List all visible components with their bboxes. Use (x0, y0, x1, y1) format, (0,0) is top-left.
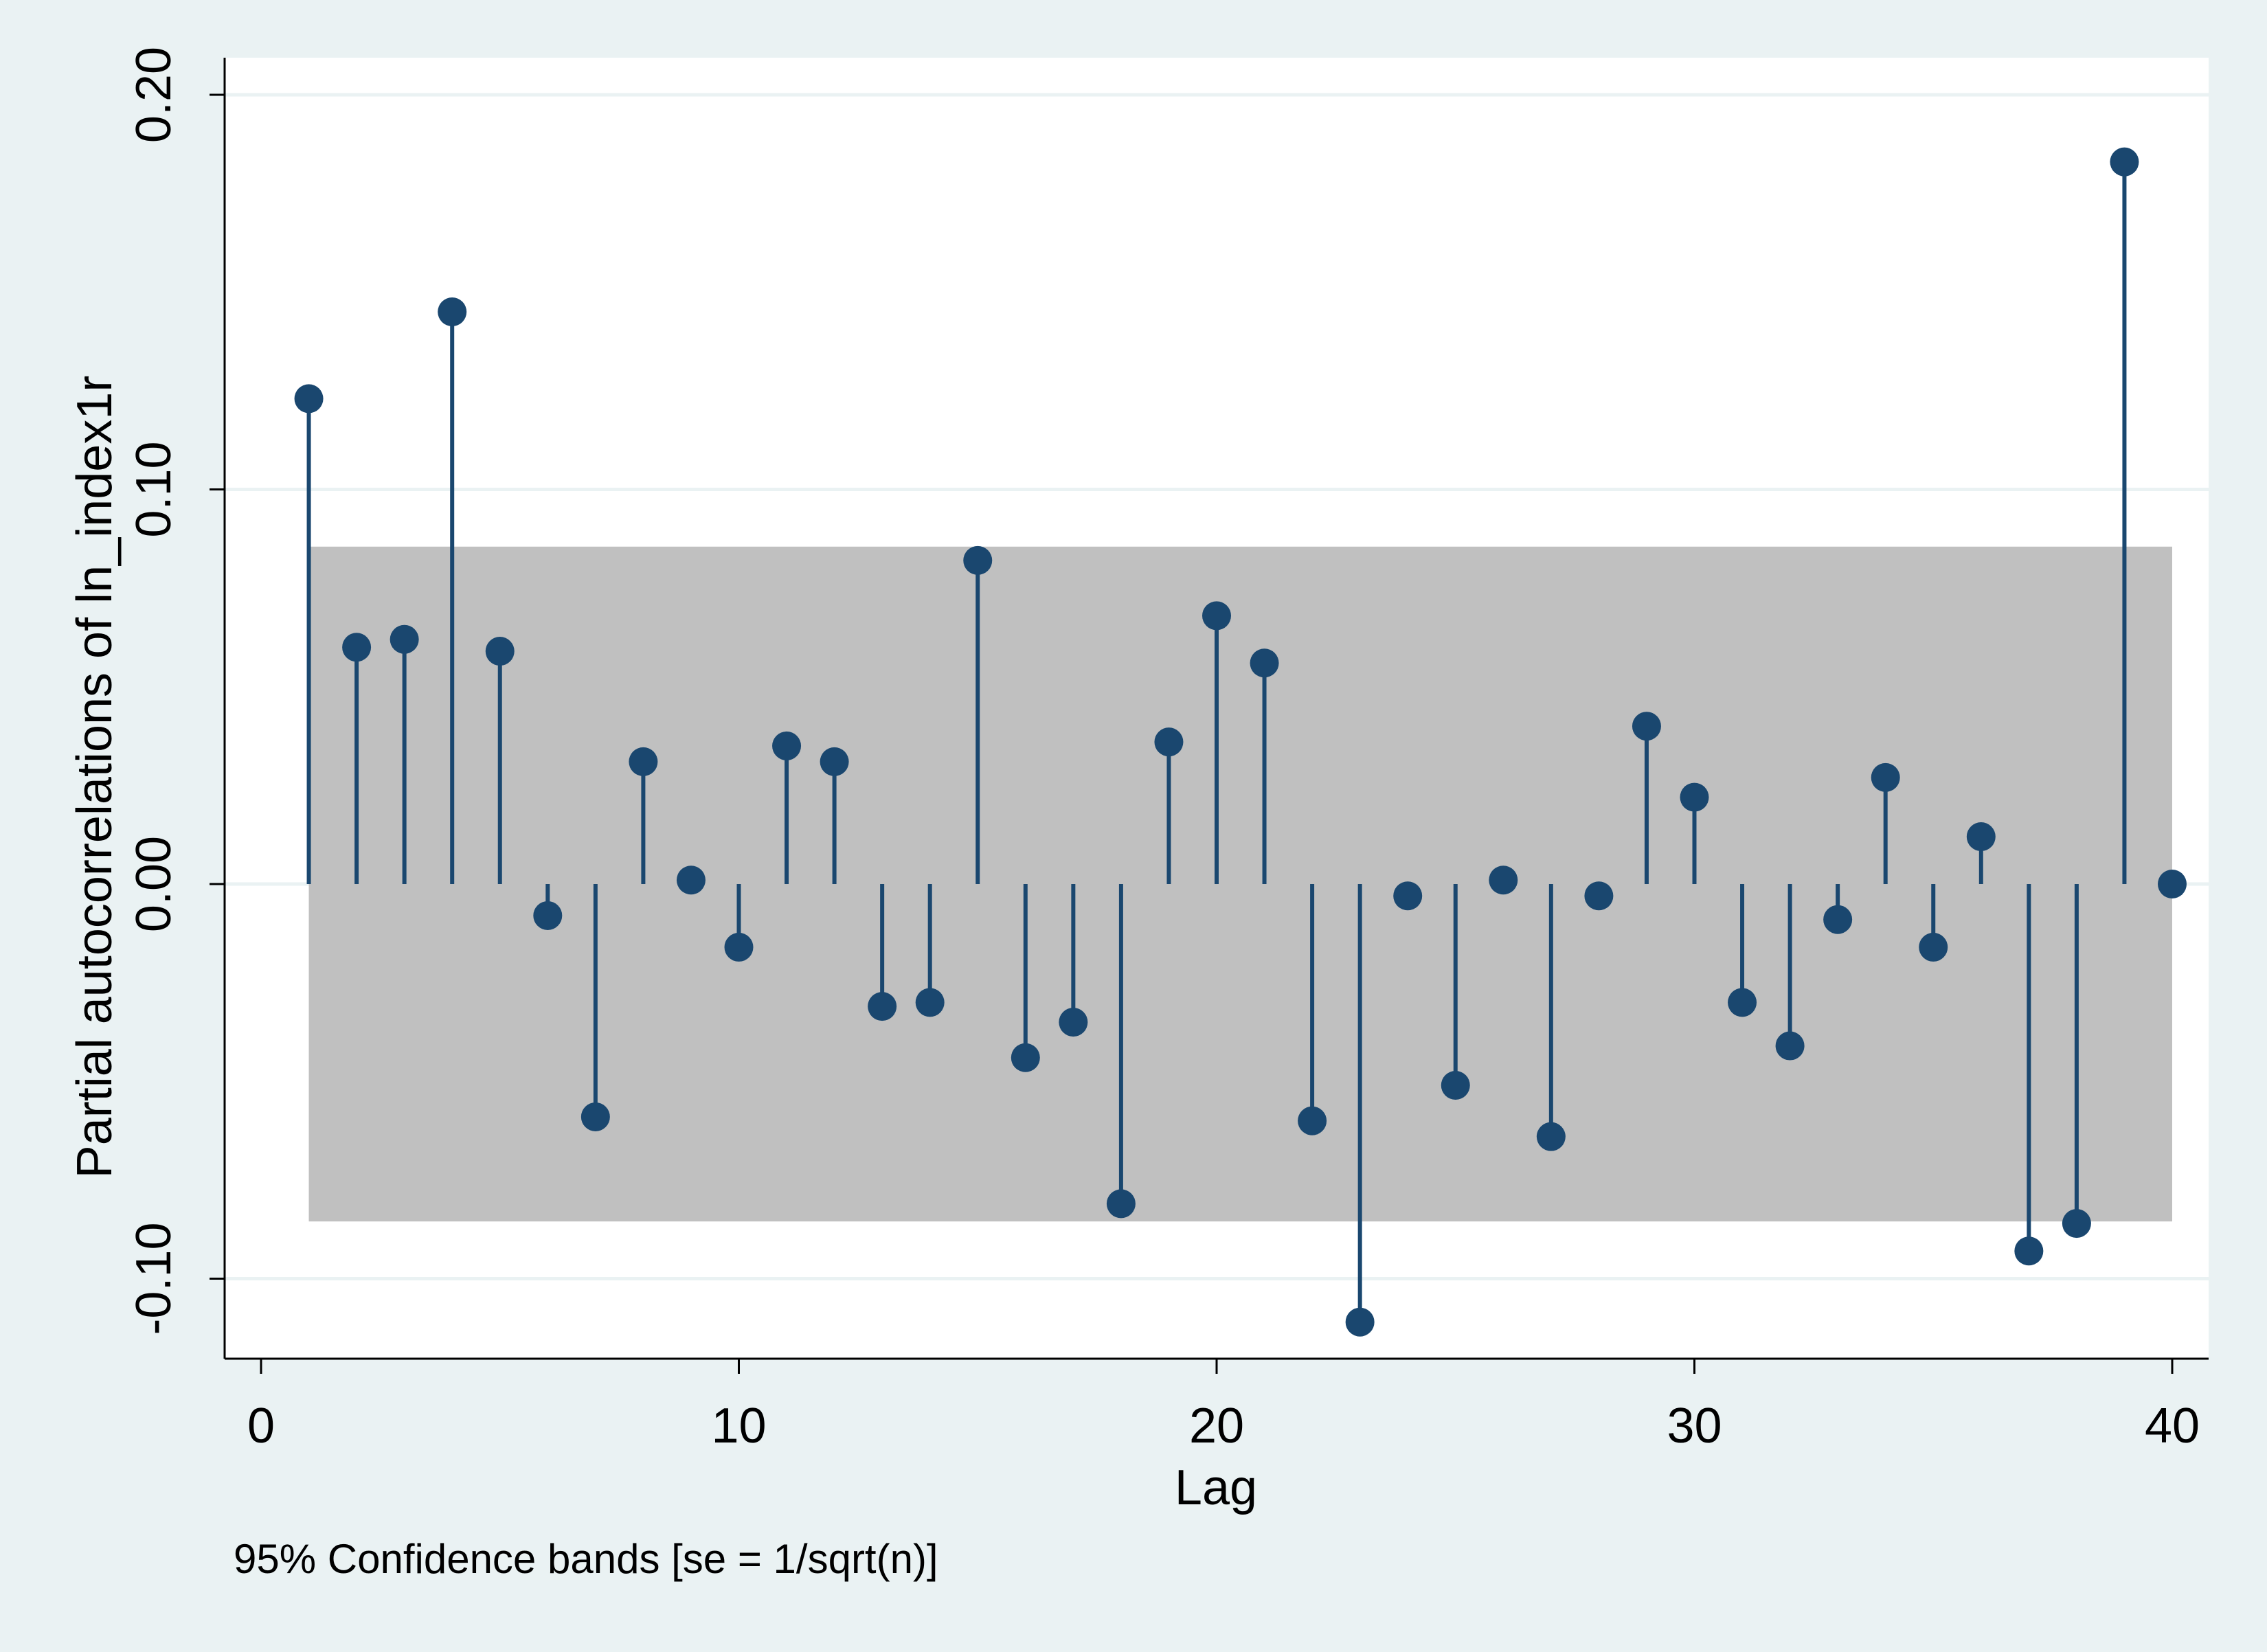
y-tick-label: -0.10 (126, 1222, 181, 1335)
point-lag-33 (1823, 905, 1853, 934)
point-lag-13 (868, 992, 897, 1021)
point-lag-2 (342, 633, 372, 662)
y-tick-label: 0.10 (126, 441, 181, 537)
point-lag-32 (1775, 1031, 1805, 1061)
chart-note: 95% Confidence bands [se = 1/sqrt(n)] (234, 1536, 938, 1582)
axes: -0.10 0.00 0.10 0.20 0 10 20 30 40 (126, 47, 2209, 1453)
x-tick-label: 0 (247, 1399, 275, 1453)
point-lag-28 (1584, 881, 1614, 911)
point-lag-9 (676, 865, 706, 895)
point-lag-14 (915, 988, 945, 1017)
point-lag-20 (1202, 601, 1231, 631)
point-lag-19 (1154, 727, 1184, 757)
point-lag-4 (438, 297, 467, 326)
point-lag-25 (1441, 1070, 1470, 1100)
point-lag-31 (1728, 988, 1757, 1017)
point-lag-21 (1250, 648, 1279, 678)
point-lag-7 (580, 1102, 610, 1131)
x-tick-label: 20 (1189, 1399, 1244, 1453)
point-lag-16 (1011, 1043, 1040, 1072)
point-lag-10 (724, 932, 754, 962)
point-lag-11 (772, 731, 802, 760)
point-lag-23 (1345, 1307, 1375, 1337)
point-lag-3 (390, 624, 419, 654)
point-lag-29 (1632, 712, 1661, 741)
x-tick-label: 10 (711, 1399, 766, 1453)
confidence-band (308, 546, 2172, 1222)
point-lag-1 (294, 384, 324, 414)
point-lag-40 (2158, 870, 2187, 898)
point-lag-8 (629, 747, 658, 776)
y-axis-label: Partial autocorrelations of ln_index1r (67, 376, 122, 1179)
point-lag-15 (963, 545, 993, 575)
point-lag-18 (1106, 1189, 1136, 1219)
point-lag-34 (1871, 762, 1900, 792)
point-lag-37 (2014, 1236, 2044, 1266)
point-lag-30 (1680, 782, 1709, 812)
point-lag-24 (1393, 881, 1423, 911)
point-lag-6 (533, 901, 563, 930)
y-tick-label: 0.20 (126, 47, 181, 143)
y-tick-label: 0.00 (126, 836, 181, 932)
x-axis-label: Lag (1175, 1460, 1257, 1515)
point-lag-22 (1298, 1106, 1327, 1135)
point-lag-35 (1919, 932, 1948, 962)
point-lag-12 (820, 747, 849, 776)
point-lag-17 (1059, 1008, 1088, 1037)
point-lag-39 (2110, 147, 2139, 177)
point-lag-27 (1536, 1122, 1566, 1151)
x-tick-label: 40 (2145, 1399, 2200, 1453)
points (294, 147, 2187, 1337)
point-lag-38 (2062, 1209, 2091, 1238)
point-lag-26 (1489, 865, 1518, 895)
x-tick-label: 30 (1667, 1399, 1722, 1453)
point-lag-36 (1966, 822, 1996, 852)
point-lag-5 (485, 637, 515, 666)
